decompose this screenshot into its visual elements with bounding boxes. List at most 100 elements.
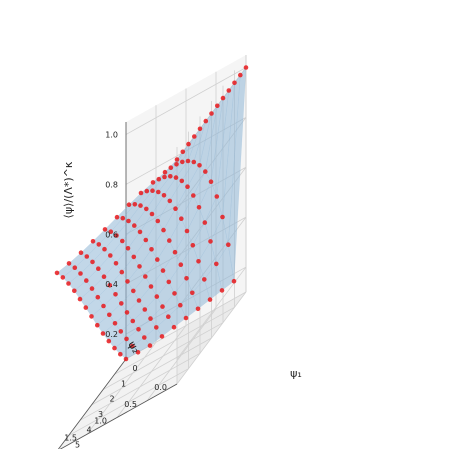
data-point (77, 296, 83, 302)
data-point (136, 327, 141, 332)
data-point (156, 189, 161, 195)
data-point (113, 292, 118, 297)
data-point (125, 246, 131, 251)
data-point (130, 343, 135, 349)
y-tick-label: 1.5 (64, 433, 77, 442)
data-point (178, 262, 184, 268)
data-point (202, 277, 207, 282)
data-point (54, 270, 60, 276)
data-point (220, 214, 225, 220)
data-point (150, 188, 155, 193)
floor-grid-y (116, 325, 187, 418)
data-point (196, 259, 201, 264)
data-point (168, 165, 174, 170)
data-point (119, 269, 125, 275)
data-point (226, 242, 231, 247)
x-tick-label: 1 (121, 379, 126, 388)
axis-edge (56, 383, 178, 452)
data-point (159, 334, 165, 339)
data-point (190, 243, 196, 248)
data-point (148, 284, 154, 289)
data-point (196, 205, 202, 210)
data-point (172, 291, 177, 296)
data-point (195, 306, 201, 312)
data-point (120, 238, 125, 244)
data-point (231, 278, 237, 284)
z-tick-label: 1.0 (105, 131, 118, 140)
data-point (238, 72, 243, 78)
data-point (191, 193, 196, 198)
data-point (142, 335, 147, 340)
z-tick-labels: 0.2 0.4 0.6 0.8 1.0 (105, 131, 118, 340)
data-point (78, 250, 84, 255)
data-point (90, 259, 95, 265)
data-point (108, 229, 114, 234)
x-axis-label: ψ₁ (290, 367, 302, 380)
data-point (143, 237, 149, 243)
data-point (160, 268, 166, 273)
data-point (142, 307, 148, 312)
data-point (156, 176, 162, 182)
data-point (143, 274, 148, 279)
data-point (138, 190, 144, 196)
data-point (137, 264, 142, 269)
data-point (118, 329, 124, 334)
data-point (89, 286, 95, 291)
data-point (84, 254, 90, 259)
data-point (119, 301, 124, 306)
data-point (185, 158, 191, 164)
data-point (203, 169, 208, 174)
x-tick-label: 4 (86, 425, 91, 434)
data-point (162, 169, 168, 175)
y-tick-label: 0.0 (154, 383, 167, 392)
data-point (197, 126, 203, 132)
data-point (148, 316, 153, 321)
data-point (96, 242, 102, 247)
data-point (101, 274, 107, 280)
data-point (154, 325, 159, 330)
data-point (166, 279, 172, 285)
data-point (135, 350, 141, 355)
data-point (147, 343, 153, 348)
data-point (220, 95, 226, 101)
data-point (114, 233, 119, 238)
data-point (60, 275, 66, 280)
data-point (184, 228, 190, 234)
data-point (84, 278, 89, 283)
data-point (132, 223, 137, 228)
data-point (114, 214, 120, 220)
data-point (243, 65, 249, 70)
data-point (167, 238, 172, 243)
data-point (150, 180, 156, 185)
data-point (149, 247, 154, 252)
z-tick-label: 0.8 (105, 180, 118, 189)
data-point (66, 261, 72, 266)
data-point (108, 253, 113, 258)
y-tick-label: 0.5 (124, 400, 137, 409)
data-point (107, 312, 112, 318)
axis-edge (56, 358, 127, 452)
data-point (197, 163, 202, 168)
data-point (131, 254, 137, 260)
data-point (202, 220, 208, 225)
floor-grid-y (86, 342, 157, 435)
data-point (160, 304, 165, 309)
data-point (112, 345, 117, 351)
data-point (126, 202, 132, 207)
data-point (154, 294, 160, 299)
data-point (179, 216, 184, 221)
data-point (214, 194, 220, 199)
data-point (180, 149, 186, 155)
data-point (126, 218, 131, 224)
data-point (178, 302, 183, 308)
data-point (155, 218, 161, 224)
data-point (168, 174, 173, 179)
z-axis-label: ⟨ψ⟩/(Λ*)^κ (62, 161, 75, 218)
data-point (208, 239, 213, 244)
data-point (209, 111, 214, 116)
data-point (185, 184, 190, 189)
data-point (130, 318, 136, 324)
data-point (144, 188, 150, 194)
data-point (173, 206, 178, 211)
